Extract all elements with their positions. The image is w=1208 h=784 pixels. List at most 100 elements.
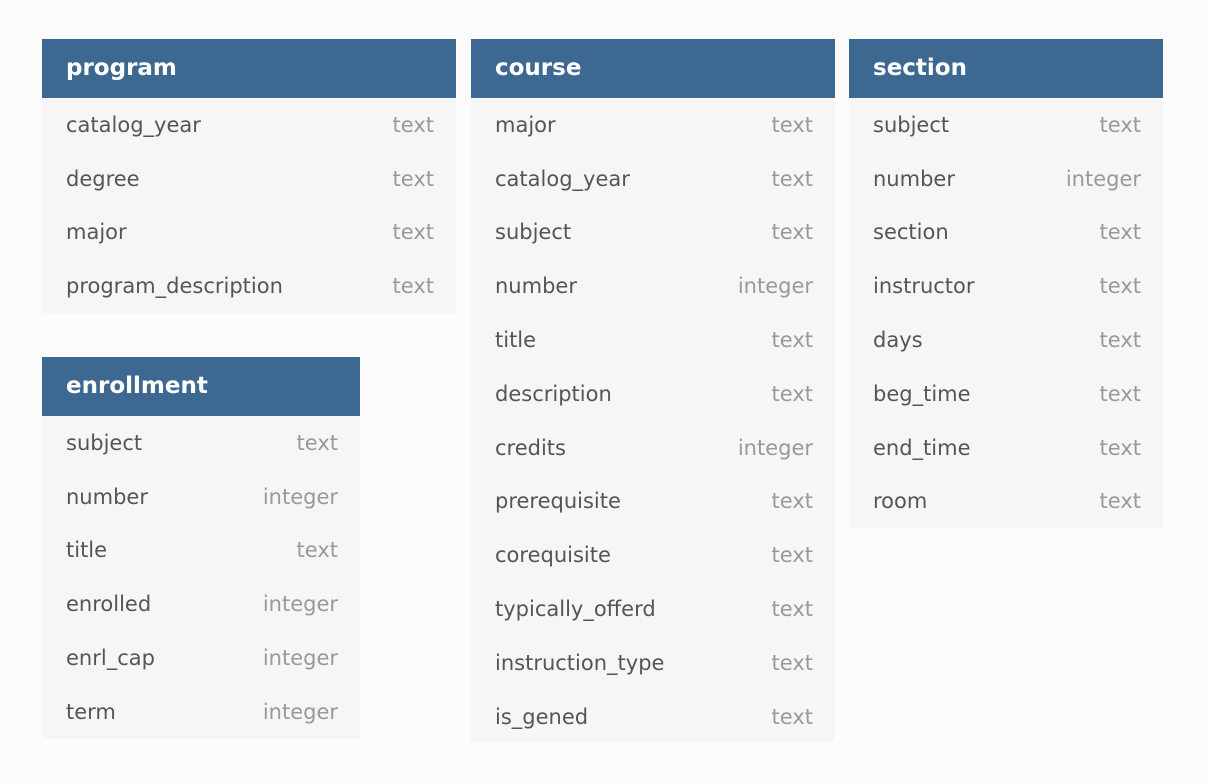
field-name: enrolled: [66, 592, 152, 617]
field-name: degree: [66, 166, 140, 191]
table-fields: subject text number integer section text instr…: [849, 98, 1163, 528]
field-type: integer: [737, 435, 813, 460]
field-type: text: [1099, 112, 1141, 137]
field-type: text: [1099, 435, 1141, 460]
table-enrollment[interactable]: enrollment subject text number integer title…: [42, 357, 360, 739]
field-name: catalog_year: [66, 112, 201, 137]
field-name: section: [873, 220, 949, 245]
field-name: subject: [873, 112, 950, 137]
field-row[interactable]: number integer: [42, 470, 360, 524]
field-row[interactable]: program_description text: [42, 259, 456, 313]
table-title[interactable]: section: [849, 39, 1163, 98]
field-type: text: [392, 274, 434, 299]
field-name: title: [495, 328, 537, 353]
field-type: integer: [262, 699, 338, 724]
field-name: major: [66, 220, 127, 245]
table-fields: subject text number integer title text enrolle…: [42, 416, 360, 739]
field-row[interactable]: number integer: [849, 152, 1163, 206]
field-row[interactable]: room text: [849, 475, 1163, 529]
field-type: integer: [737, 274, 813, 299]
field-name: title: [66, 538, 108, 563]
field-name: credits: [495, 435, 566, 460]
field-row[interactable]: subject text: [42, 416, 360, 470]
field-type: text: [1099, 328, 1141, 353]
table-fields: major text catalog_year text subject text numb…: [471, 98, 835, 744]
field-row[interactable]: number integer: [471, 259, 835, 313]
field-type: text: [1099, 274, 1141, 299]
field-name: number: [873, 166, 955, 191]
table-title[interactable]: enrollment: [42, 357, 360, 416]
field-name: subject: [66, 430, 143, 455]
field-type: integer: [1065, 166, 1141, 191]
field-row[interactable]: major text: [471, 98, 835, 152]
field-type: text: [771, 381, 813, 406]
table-title[interactable]: course: [471, 39, 835, 98]
field-row[interactable]: subject text: [849, 98, 1163, 152]
field-type: integer: [262, 592, 338, 617]
field-name: program_description: [66, 274, 283, 299]
field-name: room: [873, 489, 928, 514]
field-row[interactable]: catalog_year text: [42, 98, 456, 152]
field-type: text: [1099, 220, 1141, 245]
field-type: text: [392, 166, 434, 191]
field-type: text: [296, 430, 338, 455]
table-program[interactable]: program catalog_year text degree text major t…: [42, 39, 456, 313]
field-type: text: [771, 704, 813, 729]
field-name: catalog_year: [495, 166, 630, 191]
field-row[interactable]: title text: [42, 524, 360, 578]
field-row[interactable]: enrl_cap integer: [42, 631, 360, 685]
field-name: beg_time: [873, 381, 971, 406]
field-name: corequisite: [495, 543, 611, 568]
field-name: description: [495, 381, 612, 406]
field-name: is_gened: [495, 704, 589, 729]
field-type: integer: [262, 646, 338, 671]
field-row[interactable]: section text: [849, 206, 1163, 260]
field-name: enrl_cap: [66, 646, 155, 671]
field-name: days: [873, 328, 923, 353]
table-fields: catalog_year text degree text major text progr…: [42, 98, 456, 313]
table-title[interactable]: program: [42, 39, 456, 98]
field-row[interactable]: end_time text: [849, 421, 1163, 475]
field-type: text: [771, 489, 813, 514]
field-name: number: [66, 484, 148, 509]
field-row[interactable]: typically_offerd text: [471, 582, 835, 636]
field-name: instructor: [873, 274, 975, 299]
field-row[interactable]: credits integer: [471, 421, 835, 475]
field-name: term: [66, 699, 116, 724]
field-name: number: [495, 274, 577, 299]
field-type: text: [771, 650, 813, 675]
field-name: end_time: [873, 435, 971, 460]
field-row[interactable]: corequisite text: [471, 528, 835, 582]
table-section[interactable]: section subject text number integer section t…: [849, 39, 1163, 528]
field-row[interactable]: instruction_type text: [471, 636, 835, 690]
field-row[interactable]: term integer: [42, 685, 360, 739]
field-type: text: [296, 538, 338, 563]
field-type: text: [771, 166, 813, 191]
field-type: text: [771, 328, 813, 353]
field-row[interactable]: title text: [471, 313, 835, 367]
field-row[interactable]: description text: [471, 367, 835, 421]
field-type: text: [771, 220, 813, 245]
field-type: integer: [262, 484, 338, 509]
field-type: text: [392, 220, 434, 245]
field-row[interactable]: major text: [42, 206, 456, 260]
field-row[interactable]: beg_time text: [849, 367, 1163, 421]
field-row[interactable]: prerequisite text: [471, 475, 835, 529]
field-name: subject: [495, 220, 572, 245]
field-row[interactable]: days text: [849, 313, 1163, 367]
field-row[interactable]: is_gened text: [471, 690, 835, 744]
field-type: text: [1099, 489, 1141, 514]
field-row[interactable]: degree text: [42, 152, 456, 206]
field-name: instruction_type: [495, 650, 665, 675]
field-row[interactable]: instructor text: [849, 259, 1163, 313]
field-type: text: [771, 597, 813, 622]
field-type: text: [771, 112, 813, 137]
field-row[interactable]: catalog_year text: [471, 152, 835, 206]
field-row[interactable]: enrolled integer: [42, 577, 360, 631]
field-type: text: [1099, 381, 1141, 406]
field-name: typically_offerd: [495, 597, 656, 622]
field-type: text: [392, 112, 434, 137]
table-course[interactable]: course major text catalog_year text subject t…: [471, 39, 835, 742]
field-row[interactable]: subject text: [471, 206, 835, 260]
field-name: major: [495, 112, 556, 137]
